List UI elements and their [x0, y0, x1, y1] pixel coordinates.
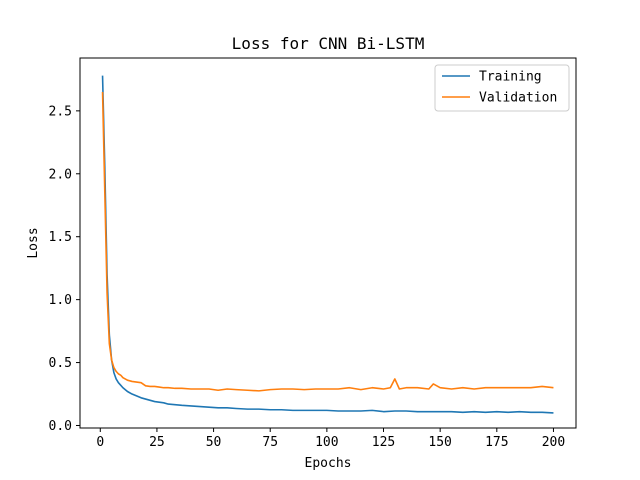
series-line-validation [101, 91, 554, 392]
y-tick-label: 2.5 [49, 104, 72, 119]
legend-label-training: Training [479, 70, 542, 85]
x-tick-label: 25 [149, 435, 165, 450]
y-tick-label: 1.0 [49, 293, 72, 308]
x-tick-label: 125 [372, 435, 395, 450]
y-tick-label: 2.0 [49, 167, 72, 182]
chart-title: Loss for CNN Bi-LSTM [232, 34, 425, 53]
x-tick-label: 0 [96, 435, 104, 450]
x-tick-label: 200 [542, 435, 565, 450]
x-axis-label: Epochs [305, 456, 352, 471]
legend: Training Validation [434, 64, 570, 112]
y-tick-label: 0.0 [49, 419, 72, 434]
y-tick-label: 1.5 [49, 230, 72, 245]
plot-frame [79, 57, 577, 429]
y-tick-label: 0.5 [49, 356, 72, 371]
x-tick-label: 150 [428, 435, 451, 450]
y-axis-label: Loss [26, 227, 41, 258]
legend-label-validation: Validation [479, 91, 557, 106]
x-tick-label: 50 [206, 435, 222, 450]
y-axis: 0.0 0.5 1.0 1.5 2.0 2.5 [49, 104, 80, 434]
x-axis: 0 25 50 75 100 125 150 175 200 [96, 428, 565, 450]
x-tick-label: 100 [315, 435, 338, 450]
series-line-training [101, 75, 554, 414]
x-tick-label: 175 [485, 435, 508, 450]
x-tick-label: 75 [262, 435, 278, 450]
series-layer [101, 75, 554, 414]
